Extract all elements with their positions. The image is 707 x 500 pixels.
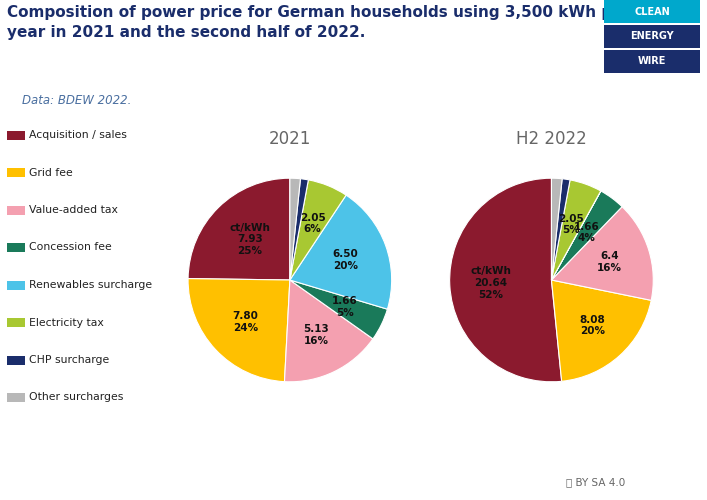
Text: 1.66
4%: 1.66 4% bbox=[573, 222, 600, 244]
Wedge shape bbox=[551, 179, 570, 280]
Wedge shape bbox=[551, 191, 622, 280]
Wedge shape bbox=[551, 178, 562, 280]
Wedge shape bbox=[551, 180, 601, 280]
Text: CLEAN: CLEAN bbox=[634, 6, 670, 16]
FancyBboxPatch shape bbox=[604, 0, 700, 23]
FancyBboxPatch shape bbox=[604, 25, 700, 48]
Text: Acquisition / sales: Acquisition / sales bbox=[28, 130, 127, 140]
Text: Concession fee: Concession fee bbox=[28, 242, 111, 252]
Title: H2 2022: H2 2022 bbox=[516, 130, 587, 148]
Wedge shape bbox=[290, 178, 300, 280]
Wedge shape bbox=[188, 178, 290, 280]
Text: 2.05
5%: 2.05 5% bbox=[559, 214, 584, 235]
Text: 6.4
16%: 6.4 16% bbox=[597, 251, 622, 272]
Text: 1.66
5%: 1.66 5% bbox=[332, 296, 358, 318]
FancyBboxPatch shape bbox=[604, 50, 700, 73]
Wedge shape bbox=[551, 191, 601, 280]
Text: WIRE: WIRE bbox=[638, 56, 667, 66]
Text: CHP surcharge: CHP surcharge bbox=[28, 355, 109, 365]
Text: 2.05
6%: 2.05 6% bbox=[300, 212, 326, 234]
Text: Data: BDEW 2022.: Data: BDEW 2022. bbox=[7, 94, 132, 106]
Wedge shape bbox=[290, 280, 387, 339]
Text: 5.13
16%: 5.13 16% bbox=[303, 324, 329, 346]
Wedge shape bbox=[551, 206, 653, 300]
Wedge shape bbox=[450, 178, 561, 382]
Text: 6.50
20%: 6.50 20% bbox=[332, 249, 358, 270]
Wedge shape bbox=[290, 195, 392, 309]
Text: Renewables surcharge: Renewables surcharge bbox=[28, 280, 152, 290]
Wedge shape bbox=[284, 280, 373, 382]
Text: Ⓒ BY SA 4.0: Ⓒ BY SA 4.0 bbox=[566, 478, 625, 488]
Wedge shape bbox=[290, 180, 346, 280]
Text: ENERGY: ENERGY bbox=[631, 32, 674, 42]
Title: 2021: 2021 bbox=[269, 130, 311, 148]
Text: Electricity tax: Electricity tax bbox=[28, 318, 103, 328]
Text: Grid fee: Grid fee bbox=[28, 168, 72, 177]
Text: Other surcharges: Other surcharges bbox=[28, 392, 123, 402]
Text: ct/kWh
20.64
52%: ct/kWh 20.64 52% bbox=[470, 266, 511, 300]
Text: 7.80
24%: 7.80 24% bbox=[233, 311, 258, 332]
Wedge shape bbox=[290, 178, 308, 280]
Wedge shape bbox=[188, 278, 290, 382]
Text: 8.08
20%: 8.08 20% bbox=[580, 314, 605, 336]
Text: ct/kWh
7.93
25%: ct/kWh 7.93 25% bbox=[229, 223, 270, 256]
Wedge shape bbox=[551, 280, 651, 382]
Text: Value-added tax: Value-added tax bbox=[28, 205, 117, 215]
Text: Composition of power price for German households using 3,500 kWh per
year in 202: Composition of power price for German ho… bbox=[7, 5, 630, 40]
